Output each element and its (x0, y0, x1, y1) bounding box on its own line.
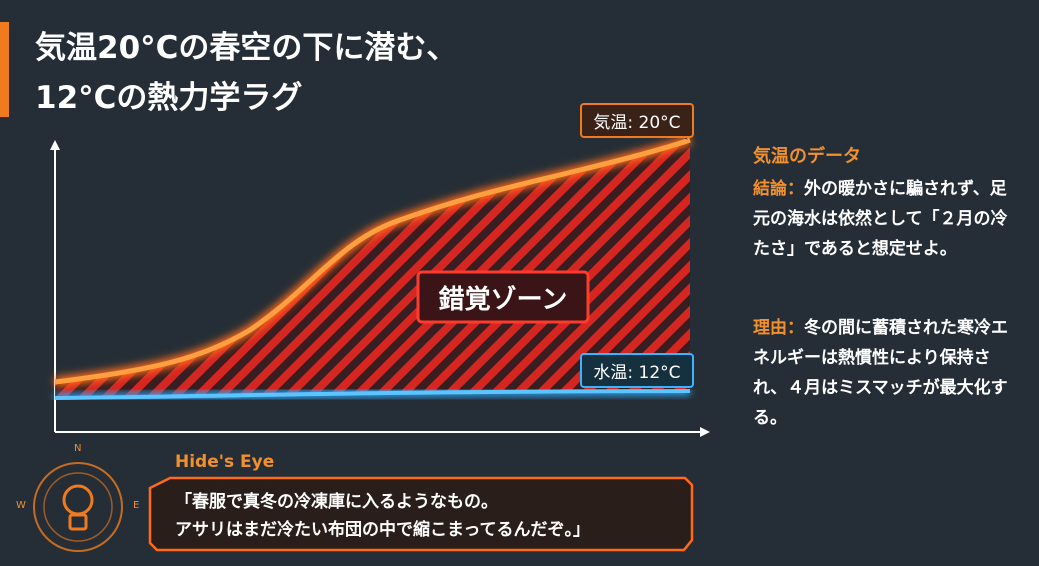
arrow (700, 427, 710, 437)
zone-label: 錯覚ゾーン (438, 285, 568, 315)
side-heading: 気温のデータ (753, 146, 861, 167)
title-line: 気温20°Cの春空の下に潜む、 (35, 30, 458, 66)
accent-bar (0, 22, 9, 117)
water-label: 水温: 12°C (580, 353, 694, 388)
section-label: 理由： (753, 318, 804, 338)
section-text: 冬の間に蓄積された寒冷エネルギーは熱慣性により保持され、４月はミスマッチが最大化… (753, 318, 1008, 428)
title-line: 12°Cの熱力学ラグ (35, 80, 303, 116)
air-label: 気温: 20°C (580, 103, 694, 138)
quote: 「春服で真冬の冷凍庫に入るようなもの。 アサリはまだ冷たい布団の中で縮こまってる… (175, 488, 590, 544)
side-section: 理由：冬の間に蓄積された寒冷エネルギーは熱慣性により保持され、４月はミスマッチが… (753, 313, 1011, 433)
quote-line: アサリはまだ冷たい布団の中で縮こまってるんだぞ。」 (175, 520, 590, 540)
zone-box (416, 270, 590, 324)
side-section: 結論：外の暖かさに騙されず、足元の海水は依然として「２月の冷たさ」であると想定せ… (753, 174, 1011, 264)
compass-e: E (133, 500, 140, 511)
illusion-zone (55, 140, 690, 398)
quote-box (148, 476, 694, 552)
section-text: 外の暖かさに騙されず、足元の海水は依然として「２月の冷たさ」であると想定せよ。 (753, 179, 1008, 259)
compass-w: W (16, 500, 26, 511)
arrow (50, 140, 60, 150)
section-label: 結論： (753, 179, 804, 199)
compass-n: N (74, 443, 82, 454)
compass (33, 462, 123, 552)
air-line (54, 137, 691, 385)
hides-eye-heading: Hide's Eye (175, 452, 275, 472)
water-line (54, 389, 691, 400)
quote-line: 「春服で真冬の冷凍庫に入るようなもの。 (175, 492, 498, 512)
